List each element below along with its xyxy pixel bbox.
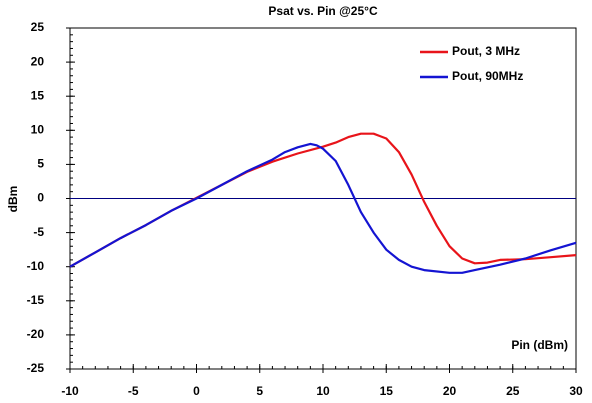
legend-label: Pout, 90MHz <box>452 69 523 83</box>
series-line <box>69 132 577 268</box>
chart-title: Psat vs. Pin @25°C <box>268 4 378 18</box>
y-tick-label: 20 <box>31 54 45 68</box>
y-tick-label: 25 <box>31 20 45 34</box>
y-tick-label: -10 <box>27 259 45 273</box>
x-tick-label: 25 <box>506 384 520 398</box>
y-tick-label: -25 <box>27 361 45 375</box>
x-tick-label: -5 <box>128 384 139 398</box>
y-tick-label: -5 <box>33 225 44 239</box>
y-tick-label: 0 <box>37 191 44 205</box>
x-tick-label: 20 <box>443 384 457 398</box>
y-tick-label: 5 <box>37 157 44 171</box>
x-axis-label: Pin (dBm) <box>511 338 568 352</box>
legend-label: Pout, 3 MHz <box>452 44 520 58</box>
y-tick-label: 15 <box>31 88 45 102</box>
x-tick-label: 0 <box>193 384 200 398</box>
x-tick-label: 10 <box>316 384 330 398</box>
x-tick-label: 15 <box>380 384 394 398</box>
y-axis-label: dBm <box>6 186 20 213</box>
x-tick-label: 30 <box>569 384 583 398</box>
x-tick-label: 5 <box>256 384 263 398</box>
y-tick-label: 10 <box>31 122 45 136</box>
y-tick-label: -20 <box>27 327 45 341</box>
series-line <box>69 142 577 274</box>
x-tick-label: -10 <box>61 384 79 398</box>
y-tick-label: -15 <box>27 293 45 307</box>
